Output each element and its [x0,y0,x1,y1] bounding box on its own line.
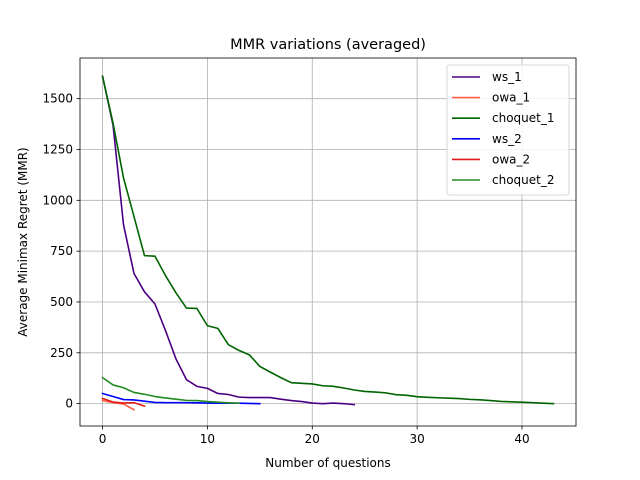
x-axis-title: Number of questions [265,456,391,470]
chart-title: MMR variations (averaged) [230,37,426,53]
y-tick-label: 1500 [42,92,73,106]
x-tick-label: 10 [200,432,215,446]
legend-label: choquet_2 [492,173,555,187]
x-tick-label: 40 [514,432,529,446]
y-tick-label: 0 [65,397,73,411]
y-tick-label: 250 [50,346,73,360]
series-line-ws-1 [101,75,356,406]
y-axis-title: Average Minimax Regret (MMR) [16,147,30,336]
legend-label: ws_1 [492,70,522,84]
plot-frame [79,57,577,427]
legend-label: ws_2 [492,132,522,146]
x-tick-label: 0 [99,432,107,446]
legend-label: choquet_1 [492,111,555,125]
legend: ws_1 owa_1 choquet_1 ws_2 owa_2 choquet_2 [446,64,570,196]
y-axis-ticks: 0 250 500 750 1000 1250 1500 [42,92,80,411]
y-tick-label: 1000 [42,193,73,207]
series-line-choquet-1 [101,75,555,405]
x-tick-label: 30 [409,432,424,446]
y-tick-label: 500 [50,295,73,309]
legend-label: owa_2 [492,152,530,166]
series-line-owa-1 [101,399,136,411]
y-tick-label: 750 [50,244,73,258]
series-lines [101,75,555,411]
x-axis-ticks: 0 10 20 30 40 [99,426,530,446]
legend-label: owa_1 [492,91,530,105]
series-line-owa-2 [101,397,146,408]
y-tick-label: 1250 [42,142,73,156]
series-line-choquet-2 [101,376,240,405]
x-tick-label: 20 [305,432,320,446]
